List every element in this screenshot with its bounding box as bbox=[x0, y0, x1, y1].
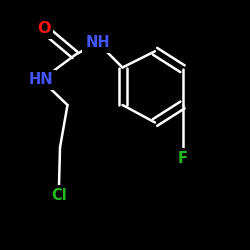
Text: Cl: Cl bbox=[51, 188, 66, 202]
Text: HN: HN bbox=[29, 72, 54, 88]
Text: F: F bbox=[178, 151, 188, 166]
Text: O: O bbox=[37, 21, 51, 36]
Text: NH: NH bbox=[85, 35, 110, 50]
